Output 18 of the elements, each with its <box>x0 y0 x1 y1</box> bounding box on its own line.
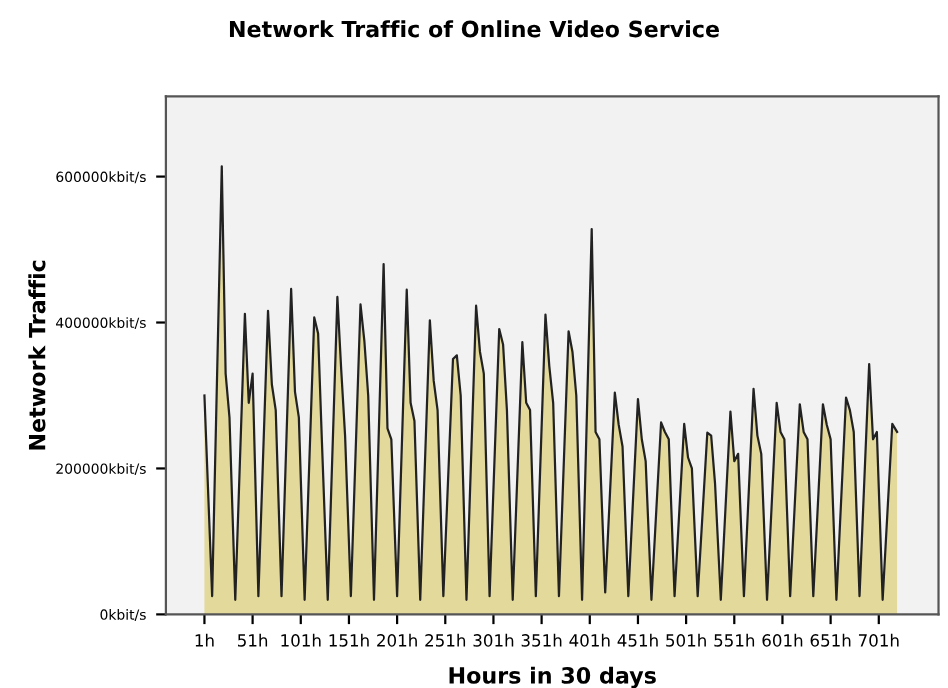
x-tick-label: 451h <box>617 633 658 647</box>
x-tick-label: 101h <box>281 633 321 647</box>
x-tick-label: 51h <box>238 633 268 647</box>
x-tick-label: 251h <box>425 633 466 647</box>
x-tick-label: 151h <box>329 633 369 647</box>
x-tick-label: 701h <box>858 633 899 647</box>
x-tick-label: 201h <box>377 633 417 647</box>
x-tick-label: 551h <box>714 633 755 647</box>
x-tick-label: 1h <box>195 633 214 647</box>
x-tick-label: 301h <box>473 633 514 647</box>
x-tick-label: 351h <box>521 633 562 647</box>
y-axis-title: Network Traffic <box>28 260 46 450</box>
chart-title: Network Traffic of Online Video Service <box>229 20 719 38</box>
x-tick-label: 501h <box>666 633 706 647</box>
x-tick-label: 601h <box>762 633 803 647</box>
x-tick-label: 651h <box>810 633 851 647</box>
x-tick-label: 401h <box>569 633 610 647</box>
x-axis-title: Hours in 30 days <box>449 666 656 688</box>
